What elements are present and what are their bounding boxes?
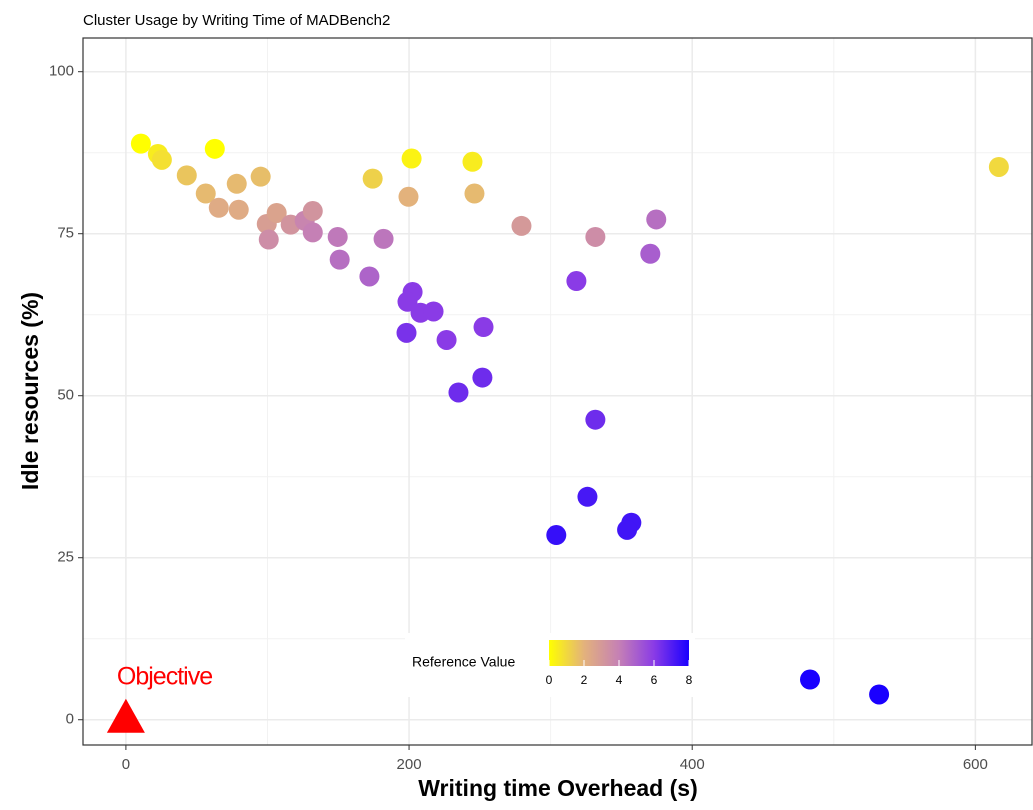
colorbar-tick-label: 6: [651, 673, 658, 687]
x-tick-label: 600: [963, 756, 988, 773]
point: [464, 183, 485, 204]
point: [988, 156, 1009, 177]
colorbar-tick-label: 0: [546, 673, 553, 687]
point: [462, 151, 483, 172]
point: [869, 684, 890, 705]
point: [250, 166, 271, 187]
colorbar-tick-label: 8: [686, 673, 693, 687]
chart-title: Cluster Usage by Writing Time of MADBenc…: [83, 12, 390, 29]
point: [423, 301, 444, 322]
point: [640, 243, 661, 264]
point: [472, 367, 493, 388]
point: [373, 228, 394, 249]
point: [401, 148, 422, 169]
x-tick-label: 0: [122, 756, 130, 773]
point: [266, 202, 287, 223]
colorbar-tick-label: 4: [616, 673, 623, 687]
point: [436, 329, 457, 350]
point: [546, 525, 567, 546]
point: [585, 409, 606, 430]
point: [130, 133, 151, 154]
point: [302, 201, 323, 222]
point: [302, 222, 323, 243]
point: [327, 226, 348, 247]
y-tick-label: 100: [49, 63, 74, 80]
point: [473, 317, 494, 338]
point: [176, 165, 197, 186]
y-tick-label: 0: [66, 711, 74, 728]
point: [359, 266, 380, 287]
x-axis-label: Writing time Overhead (s): [418, 775, 697, 801]
point: [329, 249, 350, 270]
point: [566, 271, 587, 292]
y-tick-label: 50: [57, 387, 74, 404]
point: [228, 199, 249, 220]
plot-area: [83, 38, 1032, 745]
y-tick-label: 75: [57, 225, 74, 242]
point: [362, 168, 383, 189]
annotation-label: Objective: [117, 662, 212, 690]
objective-marker: [106, 698, 145, 733]
x-tick-label: 400: [680, 756, 705, 773]
point: [577, 486, 598, 507]
point: [617, 519, 638, 540]
point: [448, 382, 469, 403]
point: [397, 291, 418, 312]
point: [646, 209, 667, 230]
point: [398, 186, 419, 207]
y-axis-label: Idle resources (%): [17, 292, 43, 490]
y-tick-label: 25: [57, 549, 74, 566]
point: [585, 226, 606, 247]
point: [226, 173, 247, 194]
legend-title: Reference Value: [412, 654, 515, 670]
point: [204, 138, 225, 159]
point: [800, 669, 821, 690]
point: [258, 229, 279, 250]
plot-border: [82, 37, 1033, 746]
colorbar-tick-label: 2: [581, 673, 588, 687]
point: [511, 215, 532, 236]
point: [151, 149, 172, 170]
point: [396, 322, 417, 343]
x-tick-label: 200: [397, 756, 422, 773]
point: [195, 183, 216, 204]
point: [208, 197, 229, 218]
